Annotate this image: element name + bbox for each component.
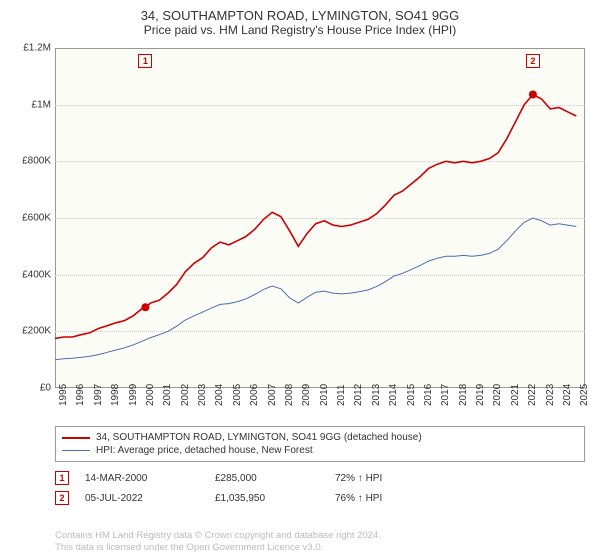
events-table: 1 14-MAR-2000 £285,000 72% ↑ HPI 2 05-JU… xyxy=(55,468,585,508)
y-tick-label: £800K xyxy=(1,156,51,167)
event-marker-1: 1 xyxy=(55,471,69,485)
event-row: 2 05-JUL-2022 £1,035,950 76% ↑ HPI xyxy=(55,488,585,508)
y-tick-label: £1M xyxy=(1,99,51,110)
y-tick-label: £1.2M xyxy=(1,43,51,54)
event-marker-2: 2 xyxy=(55,491,69,505)
y-tick-label: £200K xyxy=(1,326,51,337)
chart-subtitle: Price paid vs. HM Land Registry's House … xyxy=(0,23,600,43)
legend-swatch-1 xyxy=(62,437,90,439)
event-hpi: 76% ↑ HPI xyxy=(335,493,382,504)
series-line xyxy=(55,218,576,360)
legend: 34, SOUTHAMPTON ROAD, LYMINGTON, SO41 9G… xyxy=(55,426,585,462)
chart-marker: 1 xyxy=(138,54,152,68)
y-tick-label: £0 xyxy=(1,383,51,394)
event-price: £285,000 xyxy=(215,473,335,484)
y-tick-label: £600K xyxy=(1,213,51,224)
footer: Contains HM Land Registry data © Crown c… xyxy=(55,530,585,554)
legend-label-1: 34, SOUTHAMPTON ROAD, LYMINGTON, SO41 9G… xyxy=(96,432,422,443)
legend-row: 34, SOUTHAMPTON ROAD, LYMINGTON, SO41 9G… xyxy=(62,431,578,444)
event-date: 14-MAR-2000 xyxy=(85,473,215,484)
sale-point xyxy=(141,303,149,311)
footer-line-1: Contains HM Land Registry data © Crown c… xyxy=(55,530,585,542)
event-date: 05-JUL-2022 xyxy=(85,493,215,504)
sale-point xyxy=(529,91,537,99)
footer-line-2: This data is licensed under the Open Gov… xyxy=(55,542,585,554)
event-hpi: 72% ↑ HPI xyxy=(335,473,382,484)
plot-svg xyxy=(55,48,585,388)
chart-title: 34, SOUTHAMPTON ROAD, LYMINGTON, SO41 9G… xyxy=(0,0,600,23)
chart-marker: 2 xyxy=(526,54,540,68)
series-line xyxy=(55,95,576,339)
legend-label-2: HPI: Average price, detached house, New … xyxy=(96,445,313,456)
chart-container: 34, SOUTHAMPTON ROAD, LYMINGTON, SO41 9G… xyxy=(0,0,600,560)
legend-swatch-2 xyxy=(62,450,90,451)
event-row: 1 14-MAR-2000 £285,000 72% ↑ HPI xyxy=(55,468,585,488)
chart-area: £0£200K£400K£600K£800K£1M£1.2M 199519961… xyxy=(55,48,585,388)
y-tick-label: £400K xyxy=(1,269,51,280)
event-price: £1,035,950 xyxy=(215,493,335,504)
legend-row: HPI: Average price, detached house, New … xyxy=(62,444,578,457)
